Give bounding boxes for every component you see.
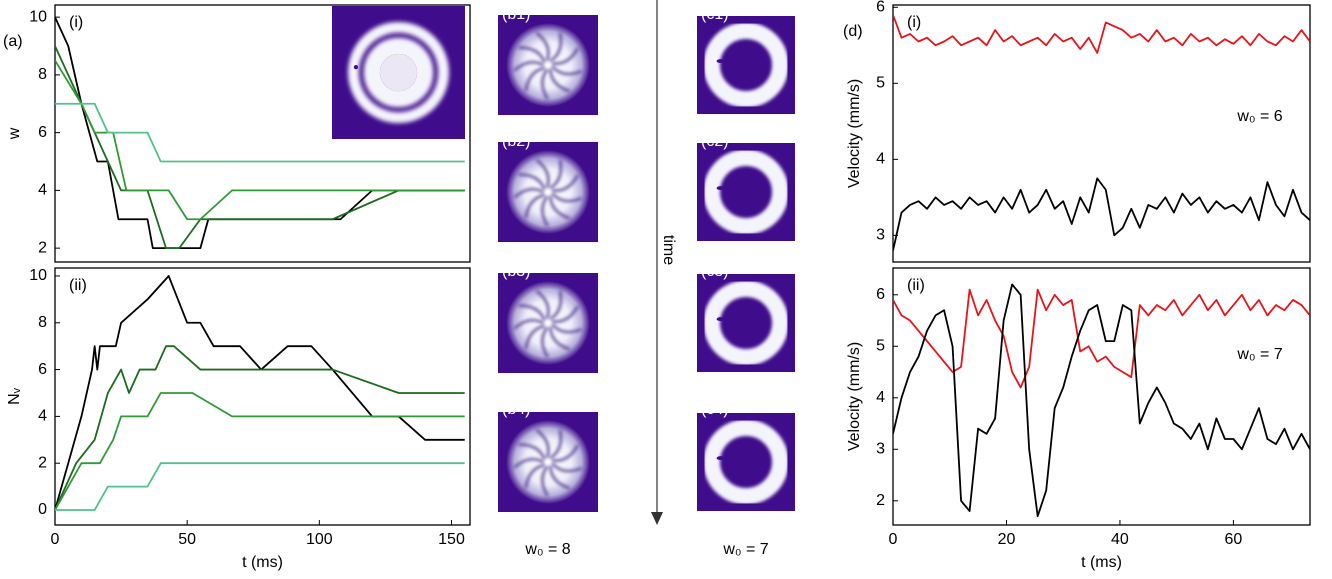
panel-label: (a) (3, 33, 23, 50)
subpanel-label: (ii) (69, 277, 87, 294)
y-tick-label: 10 (29, 8, 47, 25)
image-label: (b3) (502, 263, 530, 280)
caption: w₀ = 7 (722, 541, 768, 558)
image (697, 143, 795, 241)
image (498, 273, 598, 373)
caption: w₀ = 8 (524, 541, 570, 558)
panel-c: (c1) (c2) (c3) (c4) w₀ = 7 (697, 6, 795, 558)
arrow-head (651, 512, 663, 525)
series-group (893, 15, 1310, 251)
y-axis-label: Nᵥ (6, 387, 23, 405)
y-tick-label: 6 (38, 124, 47, 141)
image-label: (b2) (502, 133, 530, 150)
image-label: (b4) (502, 401, 530, 418)
y-tick-label: 0 (38, 501, 47, 518)
y-tick-label: 4 (876, 151, 885, 168)
y-tick-label: 4 (876, 389, 885, 406)
y-tick-label: 6 (876, 0, 885, 16)
y-tick-label: 4 (38, 408, 47, 425)
annotation: w₀ = 7 (1236, 346, 1282, 363)
y-tick-label: 6 (876, 286, 885, 303)
image (498, 142, 598, 242)
x-axis-label: t (ms) (1081, 554, 1122, 571)
x-tick-label: 150 (438, 531, 465, 548)
y-tick-label: 6 (38, 361, 47, 378)
x-axis-label: t (ms) (242, 554, 283, 571)
y-tick-label: 2 (876, 492, 885, 509)
data-line (55, 393, 465, 510)
data-line (55, 463, 465, 510)
image (697, 413, 795, 511)
y-tick-label: 8 (38, 314, 47, 331)
image (697, 274, 795, 372)
x-tick-label: 100 (306, 531, 333, 548)
y-tick-label: 10 (29, 267, 47, 284)
data-line (893, 284, 1310, 516)
time-label: time (660, 235, 677, 265)
image (697, 16, 795, 114)
y-tick-label: 3 (876, 227, 885, 244)
x-tick-label: 50 (178, 531, 196, 548)
y-tick-label: 8 (38, 66, 47, 83)
y-tick-label: 5 (876, 338, 885, 355)
image-label: (c2) (701, 133, 729, 150)
series-group (893, 284, 1310, 516)
x-tick-label: 0 (51, 531, 60, 548)
y-axis-label: w (6, 127, 23, 140)
data-line (893, 15, 1310, 53)
y-tick-label: 5 (876, 75, 885, 92)
data-line (893, 178, 1310, 250)
series-group (55, 276, 465, 510)
image (498, 15, 598, 115)
image-label: (c1) (701, 6, 729, 23)
y-tick-label: 2 (38, 239, 47, 256)
y-axis-label: Velocity (mm/s) (846, 79, 863, 188)
image (498, 412, 598, 512)
image-label: (c4) (701, 401, 729, 418)
subpanel-label: (ii) (907, 277, 925, 294)
y-tick-label: 3 (876, 441, 885, 458)
panel-b: (b1) (b2) (b3) (b4) w₀ = 8 (498, 6, 598, 558)
y-axis-label: Velocity (mm/s) (846, 342, 863, 451)
image-label: (b1) (502, 6, 530, 23)
x-tick-label: 20 (998, 531, 1016, 548)
plot-frame (893, 5, 1310, 262)
annotation: w₀ = 6 (1236, 108, 1282, 125)
y-tick-label: 4 (38, 182, 47, 199)
subpanel-label: (i) (69, 14, 83, 31)
x-tick-label: 40 (1111, 531, 1129, 548)
inset-image (332, 6, 465, 139)
x-tick-label: 60 (1225, 531, 1243, 548)
subpanel-label: (i) (907, 14, 921, 31)
y-tick-label: 2 (38, 454, 47, 471)
data-line (893, 290, 1310, 388)
panel-label: (d) (843, 23, 863, 40)
figure: (b1) (b2) (b3) (b4) w₀ = 8 (c1) (c2) (c3… (0, 0, 1332, 579)
x-tick-label: 0 (889, 531, 898, 548)
image-label: (c3) (701, 263, 729, 280)
